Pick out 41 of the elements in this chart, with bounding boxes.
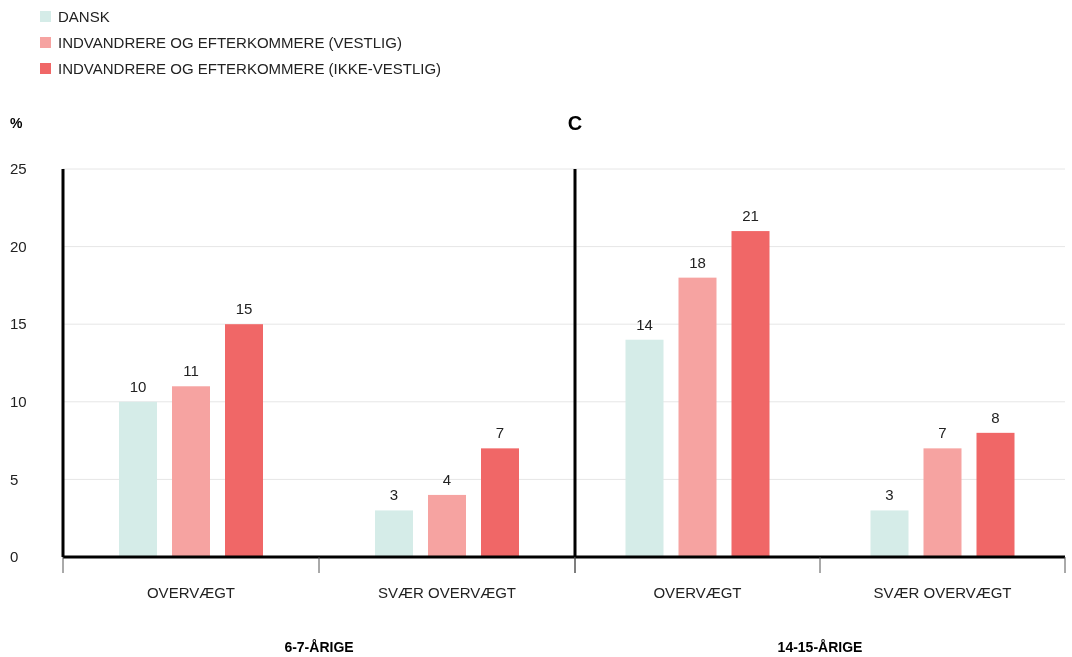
x-tick-label: SVÆR OVERVÆGT [873,584,1012,601]
bar [976,432,1015,557]
legend-label: INDVANDRERE OG EFTERKOMMERE (VESTLIG) [58,34,402,52]
data-label: 3 [389,486,399,504]
x-tick-label: SVÆR OVERVÆGT [377,584,517,601]
data-label: 3 [885,486,894,504]
bar [678,277,717,557]
bar [225,324,263,557]
y-tick-label: 0 [10,548,19,566]
bar [119,401,157,557]
x-tick-label: OVERVÆGT [653,584,742,601]
data-label: 21 [742,207,759,225]
y-tick-label: 25 [10,160,27,178]
y-tick-label: 5 [10,470,19,488]
y-axis-title: % [10,115,23,131]
data-label: 18 [689,253,706,271]
bar [731,231,770,557]
y-tick-label: 10 [10,393,27,411]
x-tick-label: OVERVÆGT [146,584,236,601]
data-label: 11 [183,362,199,380]
bar [172,386,210,557]
bar [923,448,962,557]
y-tick-label: 20 [10,237,27,255]
legend-label: INDVANDRERE OG EFTERKOMMERE (IKKE-VESTLIG) [58,60,442,78]
data-label: 4 [442,470,452,488]
data-label: 8 [991,408,1000,426]
bar [625,339,664,557]
data-label: 14 [636,315,653,333]
data-label: 10 [129,377,147,395]
y-tick-label: 15 [10,315,27,333]
data-label: 15 [235,300,253,318]
data-label: 7 [938,424,947,442]
chart-title: C [567,112,583,134]
bar [375,510,413,557]
bar [870,510,909,557]
legend-label: DANSK [58,8,110,26]
data-label: 7 [495,424,505,442]
x-axis-title: 6-7-ÅRIGE [284,639,354,655]
bar [481,448,519,557]
bar [428,494,466,557]
x-axis-title: 14-15-ÅRIGE [777,639,863,655]
